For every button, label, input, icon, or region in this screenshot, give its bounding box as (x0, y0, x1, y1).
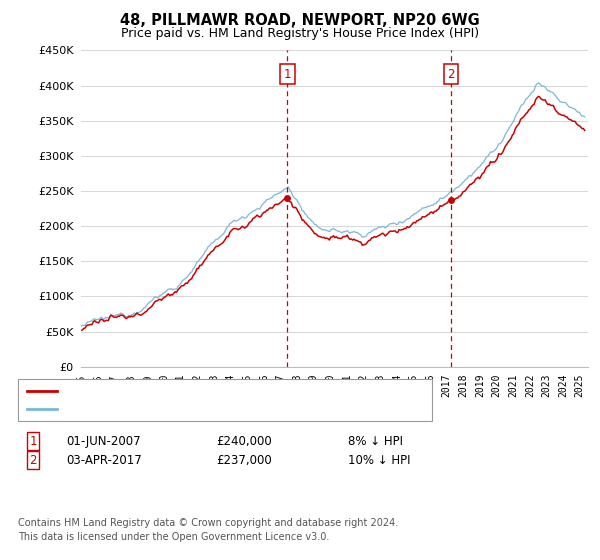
Text: £237,000: £237,000 (216, 454, 272, 467)
Text: HPI: Average price, detached house, Newport: HPI: Average price, detached house, Newp… (63, 404, 317, 414)
Text: 1: 1 (284, 68, 291, 81)
Text: 2: 2 (447, 68, 455, 81)
Text: Contains HM Land Registry data © Crown copyright and database right 2024.
This d: Contains HM Land Registry data © Crown c… (18, 518, 398, 542)
Text: 10% ↓ HPI: 10% ↓ HPI (348, 454, 410, 467)
Text: 1: 1 (29, 435, 37, 448)
Text: 01-JUN-2007: 01-JUN-2007 (66, 435, 140, 448)
Text: 48, PILLMAWR ROAD, NEWPORT, NP20 6WG: 48, PILLMAWR ROAD, NEWPORT, NP20 6WG (120, 13, 480, 28)
Text: 8% ↓ HPI: 8% ↓ HPI (348, 435, 403, 448)
Text: £240,000: £240,000 (216, 435, 272, 448)
Text: Price paid vs. HM Land Registry's House Price Index (HPI): Price paid vs. HM Land Registry's House … (121, 27, 479, 40)
Text: 03-APR-2017: 03-APR-2017 (66, 454, 142, 467)
Text: 2: 2 (29, 454, 37, 467)
Text: 48, PILLMAWR ROAD, NEWPORT, NP20 6WG (detached house): 48, PILLMAWR ROAD, NEWPORT, NP20 6WG (de… (63, 386, 409, 396)
